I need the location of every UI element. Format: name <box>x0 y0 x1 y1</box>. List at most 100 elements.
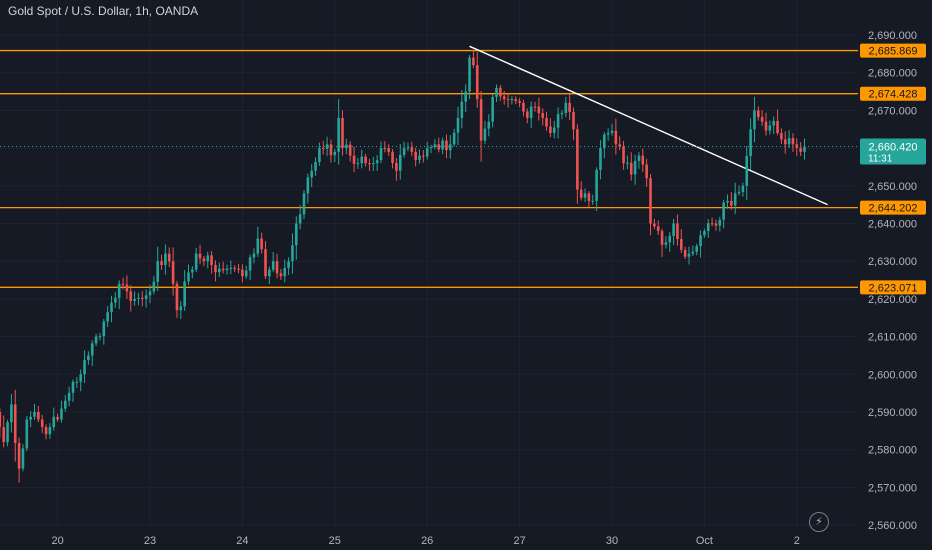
candle-body <box>44 427 48 435</box>
candle-up <box>741 182 745 197</box>
candle-body <box>379 148 383 161</box>
candle-body <box>87 355 90 361</box>
candle-body <box>25 419 29 449</box>
grid-layer <box>0 0 858 530</box>
candle-body <box>441 140 444 150</box>
candle-down <box>422 150 425 163</box>
candle-body <box>499 87 502 97</box>
candle-down <box>572 107 575 140</box>
candle-body <box>279 273 283 277</box>
candle-down <box>475 52 479 108</box>
level-price-badge: 2,674.428 <box>860 86 926 101</box>
candle-body <box>445 140 448 151</box>
candle-down <box>629 152 633 181</box>
level-badge-label: 2,644.202 <box>869 203 918 215</box>
candle-up <box>560 110 564 120</box>
candle-up <box>337 99 340 165</box>
candle-body <box>60 408 63 420</box>
candle-body <box>106 312 109 322</box>
level-badge-label: 2,674.428 <box>869 89 918 101</box>
candle-body <box>152 281 156 292</box>
candle-body <box>464 91 467 102</box>
candle-down <box>202 255 206 266</box>
candle-body <box>410 147 414 152</box>
candle-up <box>345 138 348 155</box>
candle-body <box>202 258 206 262</box>
candle-down <box>518 97 521 108</box>
trendline[interactable] <box>469 45 828 206</box>
candle-up <box>10 394 13 433</box>
candle-down <box>275 253 279 279</box>
candle-body <box>803 146 806 152</box>
time-tick-label: 25 <box>329 535 341 547</box>
candle-body <box>268 269 271 277</box>
candle-down <box>680 229 683 254</box>
candle-body <box>506 99 510 101</box>
price-tick-label: 2,630.000 <box>868 256 917 268</box>
candle-body <box>214 264 217 273</box>
trendline-layer[interactable] <box>469 45 828 206</box>
candle-body <box>83 360 86 375</box>
candle-body <box>225 268 229 271</box>
candle-body <box>768 125 772 131</box>
price-axis[interactable]: 2,560.000 2,570.000 2,580.000 2,590.000 2,60… <box>858 0 932 550</box>
candle-down <box>233 265 236 272</box>
candle-down <box>121 277 125 290</box>
candle-body <box>64 400 67 409</box>
candle-up <box>429 144 433 154</box>
candle-down <box>141 291 144 307</box>
candle-up <box>137 292 140 306</box>
candle-up <box>67 386 71 407</box>
candle-body <box>791 138 795 145</box>
candle-body <box>491 97 494 122</box>
candle-body <box>94 336 98 344</box>
lightning-bolt-icon[interactable]: ⚡ <box>809 512 829 532</box>
candle-body <box>237 268 240 270</box>
candle-down <box>714 219 718 231</box>
candle-down <box>241 264 244 283</box>
candle-up <box>772 116 775 135</box>
candle-up <box>487 114 491 137</box>
candle-body <box>676 223 679 240</box>
candle-body <box>541 113 544 118</box>
candle-down <box>44 424 48 440</box>
candle-body <box>660 231 664 245</box>
candle-body <box>414 151 417 160</box>
candle-body <box>653 223 656 227</box>
level-badge-bg <box>860 43 926 58</box>
candle-down <box>514 96 518 105</box>
candle-up <box>191 265 194 279</box>
candle-down <box>391 149 394 169</box>
candle-body <box>333 151 337 156</box>
candle-body <box>529 106 533 118</box>
candle-body <box>537 106 541 114</box>
candle-body <box>780 133 783 140</box>
candle-body <box>310 170 313 178</box>
horizontal-levels[interactable] <box>0 49 858 288</box>
candle-body <box>6 422 9 443</box>
candle-body <box>549 126 552 134</box>
candle-up <box>29 411 32 428</box>
interval-label: 1h <box>129 4 149 18</box>
time-axis[interactable]: 20 23 24 25 26 27 30 Oct 2 <box>51 535 799 547</box>
candle-down <box>645 158 648 187</box>
candle-body <box>522 102 525 112</box>
candle-body <box>321 148 325 150</box>
candle-body <box>452 132 456 145</box>
candle-body <box>703 231 706 236</box>
candle-body <box>198 253 202 259</box>
candle-down <box>618 136 621 151</box>
candle-up <box>552 120 556 139</box>
candle-body <box>325 144 329 149</box>
candle-down <box>710 217 714 227</box>
candle-body <box>683 249 687 257</box>
candle-body <box>753 110 756 130</box>
candle-body <box>40 419 44 428</box>
level-badge-bg <box>860 200 926 215</box>
candle-body <box>691 251 695 254</box>
candle-body <box>252 253 256 258</box>
candle-body <box>610 130 614 134</box>
candle-body <box>90 343 94 356</box>
candle-body <box>649 178 652 224</box>
